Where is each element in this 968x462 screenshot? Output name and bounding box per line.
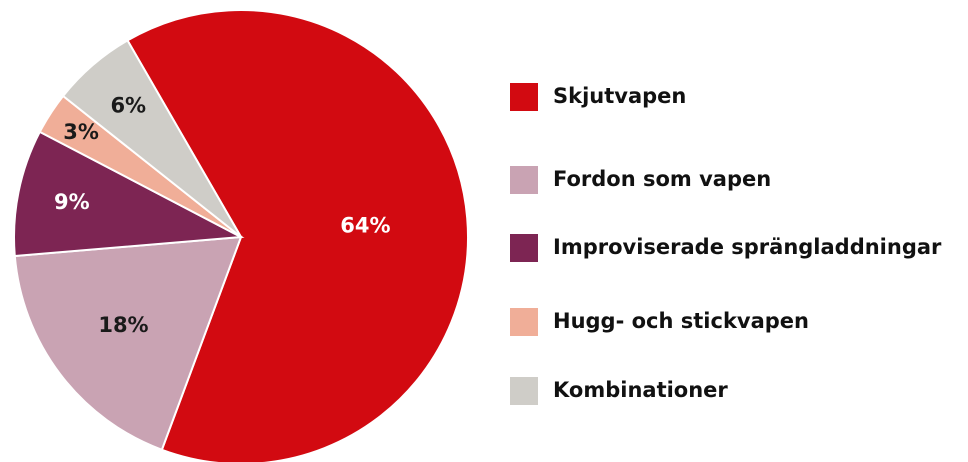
slice-label: 3% [63, 120, 99, 144]
legend-label: Kombinationer [553, 378, 728, 402]
pie-slice [13, 130, 245, 258]
legend-label: Hugg- och stickvapen [553, 309, 809, 333]
slice-label: 18% [98, 313, 148, 337]
legend-label: Fordon som vapen [553, 167, 771, 191]
pie-slice [126, 9, 469, 462]
legend-swatch [510, 377, 538, 405]
slice-label: 6% [110, 93, 146, 117]
pie: 64% 18% 9% 3% 6% [13, 9, 469, 462]
legend: Skjutvapen Fordon som vapen Improviserade … [510, 83, 942, 405]
legend-label: Skjutvapen [553, 84, 686, 108]
legend-swatch [510, 83, 538, 111]
slice-label: 64% [340, 214, 390, 238]
legend-swatch [510, 234, 538, 262]
pie-slice [61, 39, 242, 238]
slice-label: 9% [54, 190, 90, 214]
pie-slice [13, 235, 243, 452]
legend-swatch [510, 166, 538, 194]
legend-swatch [510, 308, 538, 336]
legend-label: Improviserade sprängladdningar [553, 235, 942, 259]
